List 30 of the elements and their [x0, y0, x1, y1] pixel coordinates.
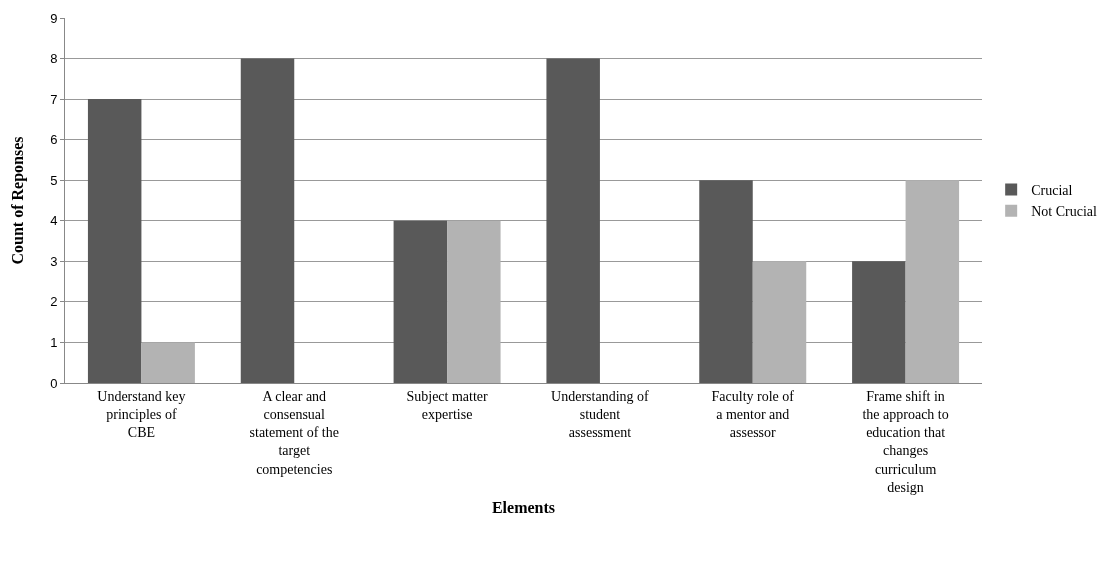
- y-tick-label: 7: [50, 91, 58, 107]
- bar: [905, 180, 960, 383]
- bar: [852, 261, 906, 383]
- bar: [546, 58, 600, 383]
- y-tick-label: 5: [50, 172, 58, 188]
- x-axis-title: Elements: [491, 499, 556, 517]
- bar: [752, 261, 807, 383]
- bar: [393, 220, 448, 383]
- legend-label: Crucial: [1031, 183, 1073, 199]
- x-tick-label: Subject matter expertise: [406, 388, 489, 422]
- y-tick-label: 1: [50, 334, 58, 350]
- y-tick-label: 3: [50, 253, 58, 269]
- y-tick-label: 8: [50, 51, 58, 67]
- x-tick-label: A clear and consensual statement of the target competencies: [249, 388, 339, 477]
- y-tick-label: 0: [50, 375, 58, 391]
- bar: [447, 220, 501, 383]
- bar: [699, 180, 753, 383]
- bar: [240, 58, 295, 383]
- y-tick-label: 4: [50, 213, 58, 229]
- bar: [141, 342, 195, 383]
- y-tick-label: 2: [50, 294, 58, 310]
- x-tick-label: Faculty role of a mentor and assessor: [711, 388, 795, 441]
- x-tick-label: Understand key principles of CBE: [97, 388, 186, 441]
- x-tick-label: Frame shift in the approach to education that changes curriculum design: [862, 388, 949, 495]
- bar: [87, 99, 142, 383]
- y-axis-title: Count of Reponses: [9, 136, 27, 265]
- y-tick-label: 6: [50, 132, 58, 148]
- y-tick-label: 9: [50, 10, 58, 26]
- x-tick-label: Understanding of student assessment: [551, 388, 650, 441]
- legend-label: Not Crucial: [1031, 204, 1097, 220]
